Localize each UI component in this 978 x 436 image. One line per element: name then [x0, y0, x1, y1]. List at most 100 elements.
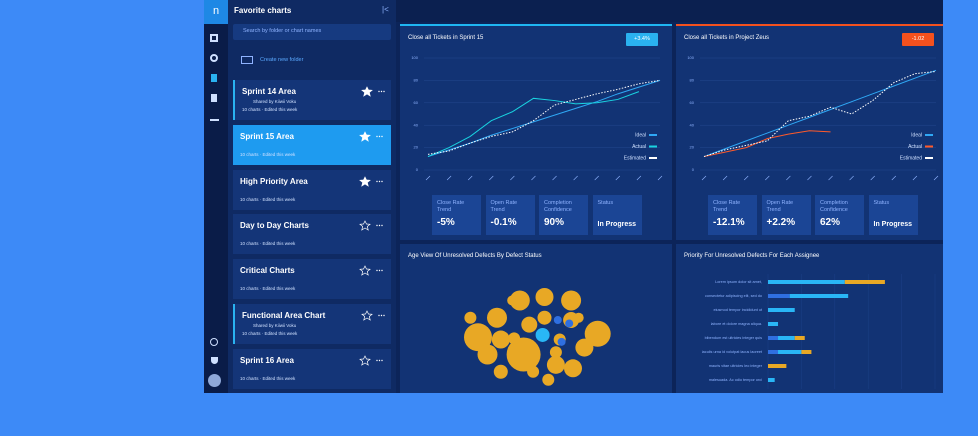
- badge[interactable]: -1.02: [902, 33, 934, 46]
- folder-icons: [359, 265, 383, 276]
- more-dot: [381, 135, 383, 137]
- folder-shared: Shared by Kiiwii Voku: [253, 99, 297, 104]
- series-line: [703, 70, 937, 158]
- bubble: [557, 337, 566, 346]
- x-tick: [786, 175, 791, 181]
- legend-label: Estimated: [624, 155, 646, 161]
- bar-segment: [844, 280, 885, 284]
- more-dot: [376, 359, 378, 361]
- nav-icon[interactable]: [210, 54, 218, 62]
- folder-item[interactable]: Critical Charts 10 charts · Edited this w…: [233, 259, 391, 300]
- folder-item[interactable]: Sprint 15 Area 10 charts · Edited this we…: [233, 124, 391, 165]
- folder-meta: 10 charts · Edited this week: [240, 151, 296, 157]
- more-dot: [376, 180, 378, 182]
- search-box[interactable]: Search by folder or chart names: [233, 24, 391, 40]
- y-tick-label: mauris vitae ultricies leo integer: [709, 364, 763, 368]
- y-tick-label: 100: [687, 55, 694, 60]
- legend-label: Actual: [632, 144, 646, 150]
- bar-segment: [768, 294, 790, 298]
- bubble: [542, 373, 555, 386]
- kpi-card: Completion Confidence 62%: [815, 195, 864, 235]
- kpi-card: Close Rate Trend -5%: [432, 195, 481, 235]
- nav-icon[interactable]: [211, 74, 217, 82]
- avatar[interactable]: [208, 374, 221, 387]
- y-tick-label: Lorem ipsum dolor sit amet,: [715, 280, 762, 284]
- kpi-card: Close Rate Trend -12.1%: [708, 195, 757, 235]
- folder-name: High Priority Area: [240, 176, 308, 186]
- star-icon[interactable]: [361, 310, 373, 321]
- folder-icons: [359, 220, 383, 232]
- star-icon[interactable]: [359, 175, 371, 187]
- logo[interactable]: n: [204, 0, 228, 24]
- folder-item[interactable]: Sprint 16 Area 10 charts · Edited this we…: [233, 348, 391, 389]
- x-tick: [594, 175, 599, 181]
- bubble: [464, 323, 492, 352]
- kpi-label: Close Rate Trend: [713, 200, 741, 213]
- y-tick-label: bibendum est ultricies integer quis: [705, 336, 763, 340]
- trophy-icon[interactable]: [211, 357, 218, 364]
- bubble: [584, 320, 611, 347]
- folder-name: Sprint 16 Area: [240, 355, 294, 365]
- folder-item[interactable]: Sprint 14 Area Shared by Kiiwii Voku 10 ch…: [233, 80, 391, 120]
- folder-item[interactable]: Functional Area Chart Shared by Kiiwii Vo…: [233, 304, 391, 344]
- y-tick-label: 60: [414, 100, 419, 105]
- more-dot: [381, 269, 383, 272]
- y-tick-label: 80: [690, 77, 695, 82]
- badge[interactable]: +3.4%: [626, 33, 658, 46]
- chart-panel: Close all Tickets in Project Zeus 0 20 40 60…: [676, 24, 943, 240]
- more-dot: [380, 314, 383, 317]
- bubble: [487, 307, 507, 328]
- more-dot: [378, 359, 381, 361]
- kpi-label: Open Rate Trend: [490, 200, 518, 213]
- more-dot: [378, 314, 380, 317]
- more-dot: [383, 314, 385, 317]
- y-tick-label: 20: [690, 145, 695, 150]
- bubble: [527, 365, 540, 378]
- more-dot: [378, 135, 381, 137]
- more-dot: [381, 225, 383, 227]
- nav-icon[interactable]: [211, 94, 217, 102]
- folder-item[interactable]: Day to Day Charts 10 charts · Edited this…: [233, 214, 391, 255]
- series-line: [703, 130, 831, 158]
- star-icon[interactable]: [359, 355, 371, 366]
- sidebar-title: Favorite charts: [234, 6, 292, 15]
- bubble: [521, 316, 538, 333]
- series-line: [427, 79, 661, 155]
- icon-rail: n: [204, 0, 228, 393]
- bubble: [535, 288, 554, 306]
- x-tick: [849, 175, 854, 181]
- bubble: [564, 359, 582, 378]
- x-tick: [467, 175, 473, 181]
- create-folder[interactable]: Create new folder: [233, 52, 391, 70]
- y-tick-label: 100: [411, 55, 418, 60]
- bar-segment: [789, 294, 849, 298]
- bubble: [546, 355, 565, 374]
- x-tick: [425, 175, 431, 181]
- kpi-card: Status In Progress: [592, 195, 642, 235]
- folder-icon: [241, 56, 253, 64]
- kpi-label: Status: [873, 200, 890, 206]
- nav-icon[interactable]: [210, 34, 218, 42]
- help-icon[interactable]: [210, 338, 218, 346]
- star-icon[interactable]: [359, 220, 371, 232]
- bar-segment: [778, 336, 795, 340]
- nav-icon[interactable]: [210, 114, 219, 121]
- folder-item[interactable]: High Priority Area 10 charts · Edited thi…: [233, 169, 391, 210]
- collapse-button[interactable]: |<: [382, 5, 389, 14]
- more-dot: [376, 225, 378, 227]
- kpi-value: -12.1%: [713, 217, 745, 228]
- folder-icons: [361, 86, 385, 97]
- kpi-value: 90%: [544, 217, 565, 228]
- panel-title: Priority For Unresolved Defects For Each…: [684, 253, 820, 259]
- more-dot: [383, 90, 385, 93]
- star-icon[interactable]: [361, 86, 373, 97]
- more-dot: [376, 269, 378, 272]
- star-icon[interactable]: [359, 131, 371, 142]
- kpi-value: 62%: [820, 217, 841, 228]
- chart: 0 20 40 60 80 100 Ideal Actual Estimated: [411, 55, 663, 181]
- folder-icons: [359, 131, 383, 142]
- folder-icons: [359, 175, 383, 187]
- y-tick-label: 0: [692, 167, 695, 172]
- star-icon[interactable]: [359, 265, 371, 276]
